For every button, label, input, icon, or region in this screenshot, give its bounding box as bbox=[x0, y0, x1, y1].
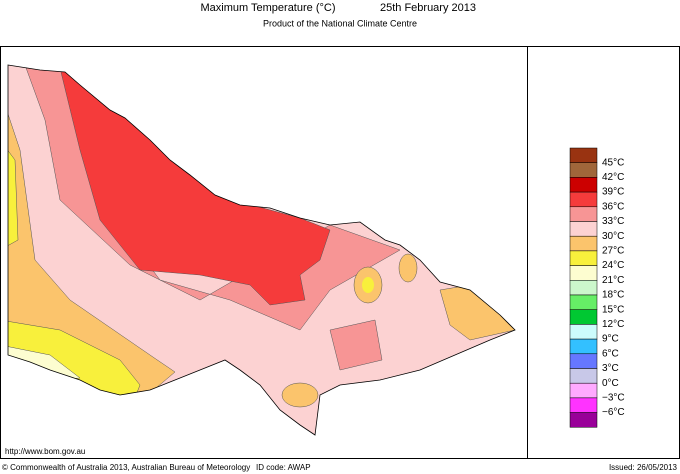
date: 25th February 2013 bbox=[380, 2, 476, 14]
legend-label: 15°C bbox=[602, 304, 624, 315]
legend-swatch bbox=[569, 147, 598, 163]
region bbox=[8, 139, 19, 251]
legend-swatch bbox=[569, 280, 598, 296]
legend-label: 33°C bbox=[602, 216, 624, 227]
legend-swatch bbox=[569, 309, 598, 325]
legend-swatch bbox=[569, 324, 598, 340]
legend-label: 18°C bbox=[602, 290, 624, 301]
legend-label: 21°C bbox=[602, 275, 624, 286]
state-outline bbox=[7, 64, 516, 436]
legend-label: 30°C bbox=[602, 231, 624, 242]
legend-label: 3°C bbox=[602, 363, 619, 374]
url: http://www.bom.gov.au bbox=[5, 447, 85, 456]
legend-label: 45°C bbox=[602, 157, 624, 168]
legend-swatch bbox=[569, 294, 598, 310]
legend-label: 0°C bbox=[602, 378, 619, 389]
region bbox=[281, 382, 319, 408]
legend-label: 36°C bbox=[602, 201, 624, 212]
map-regions bbox=[8, 65, 515, 435]
legend-swatch bbox=[569, 338, 598, 355]
legend-label: 24°C bbox=[602, 260, 624, 271]
legend-swatch bbox=[569, 162, 598, 178]
legend-swatch bbox=[569, 353, 598, 369]
legend-swatch bbox=[569, 177, 598, 193]
title: Maximum Temperature (°C) bbox=[200, 2, 335, 14]
legend-label: 12°C bbox=[602, 319, 624, 330]
region bbox=[329, 319, 383, 371]
legend-swatch bbox=[569, 191, 598, 208]
legend-label: 39°C bbox=[602, 187, 624, 198]
issued: Issued: 26/05/2013 bbox=[609, 463, 678, 472]
subtitle: Product of the National Climate Centre bbox=[263, 18, 417, 28]
legend-swatch bbox=[569, 382, 598, 399]
region bbox=[398, 253, 418, 283]
legend-swatch bbox=[569, 265, 598, 281]
legend-swatch bbox=[569, 235, 598, 252]
legend-swatch bbox=[569, 412, 598, 428]
id-code: ID code: AWAP bbox=[256, 463, 311, 472]
legend-label: 6°C bbox=[602, 348, 619, 359]
legend-swatch bbox=[569, 206, 598, 222]
legend-swatch bbox=[569, 221, 598, 237]
legend-swatch bbox=[569, 368, 598, 384]
legend-label: −3°C bbox=[602, 393, 625, 404]
legend-label: 27°C bbox=[602, 246, 624, 257]
legend-label: 9°C bbox=[602, 334, 619, 345]
legend-swatch bbox=[569, 250, 598, 266]
legend-swatch bbox=[569, 397, 598, 413]
copyright: © Commonwealth of Australia 2013, Austra… bbox=[2, 463, 250, 472]
legend-label: 42°C bbox=[602, 172, 624, 183]
region bbox=[362, 277, 374, 293]
legend-label: −6°C bbox=[602, 407, 625, 418]
